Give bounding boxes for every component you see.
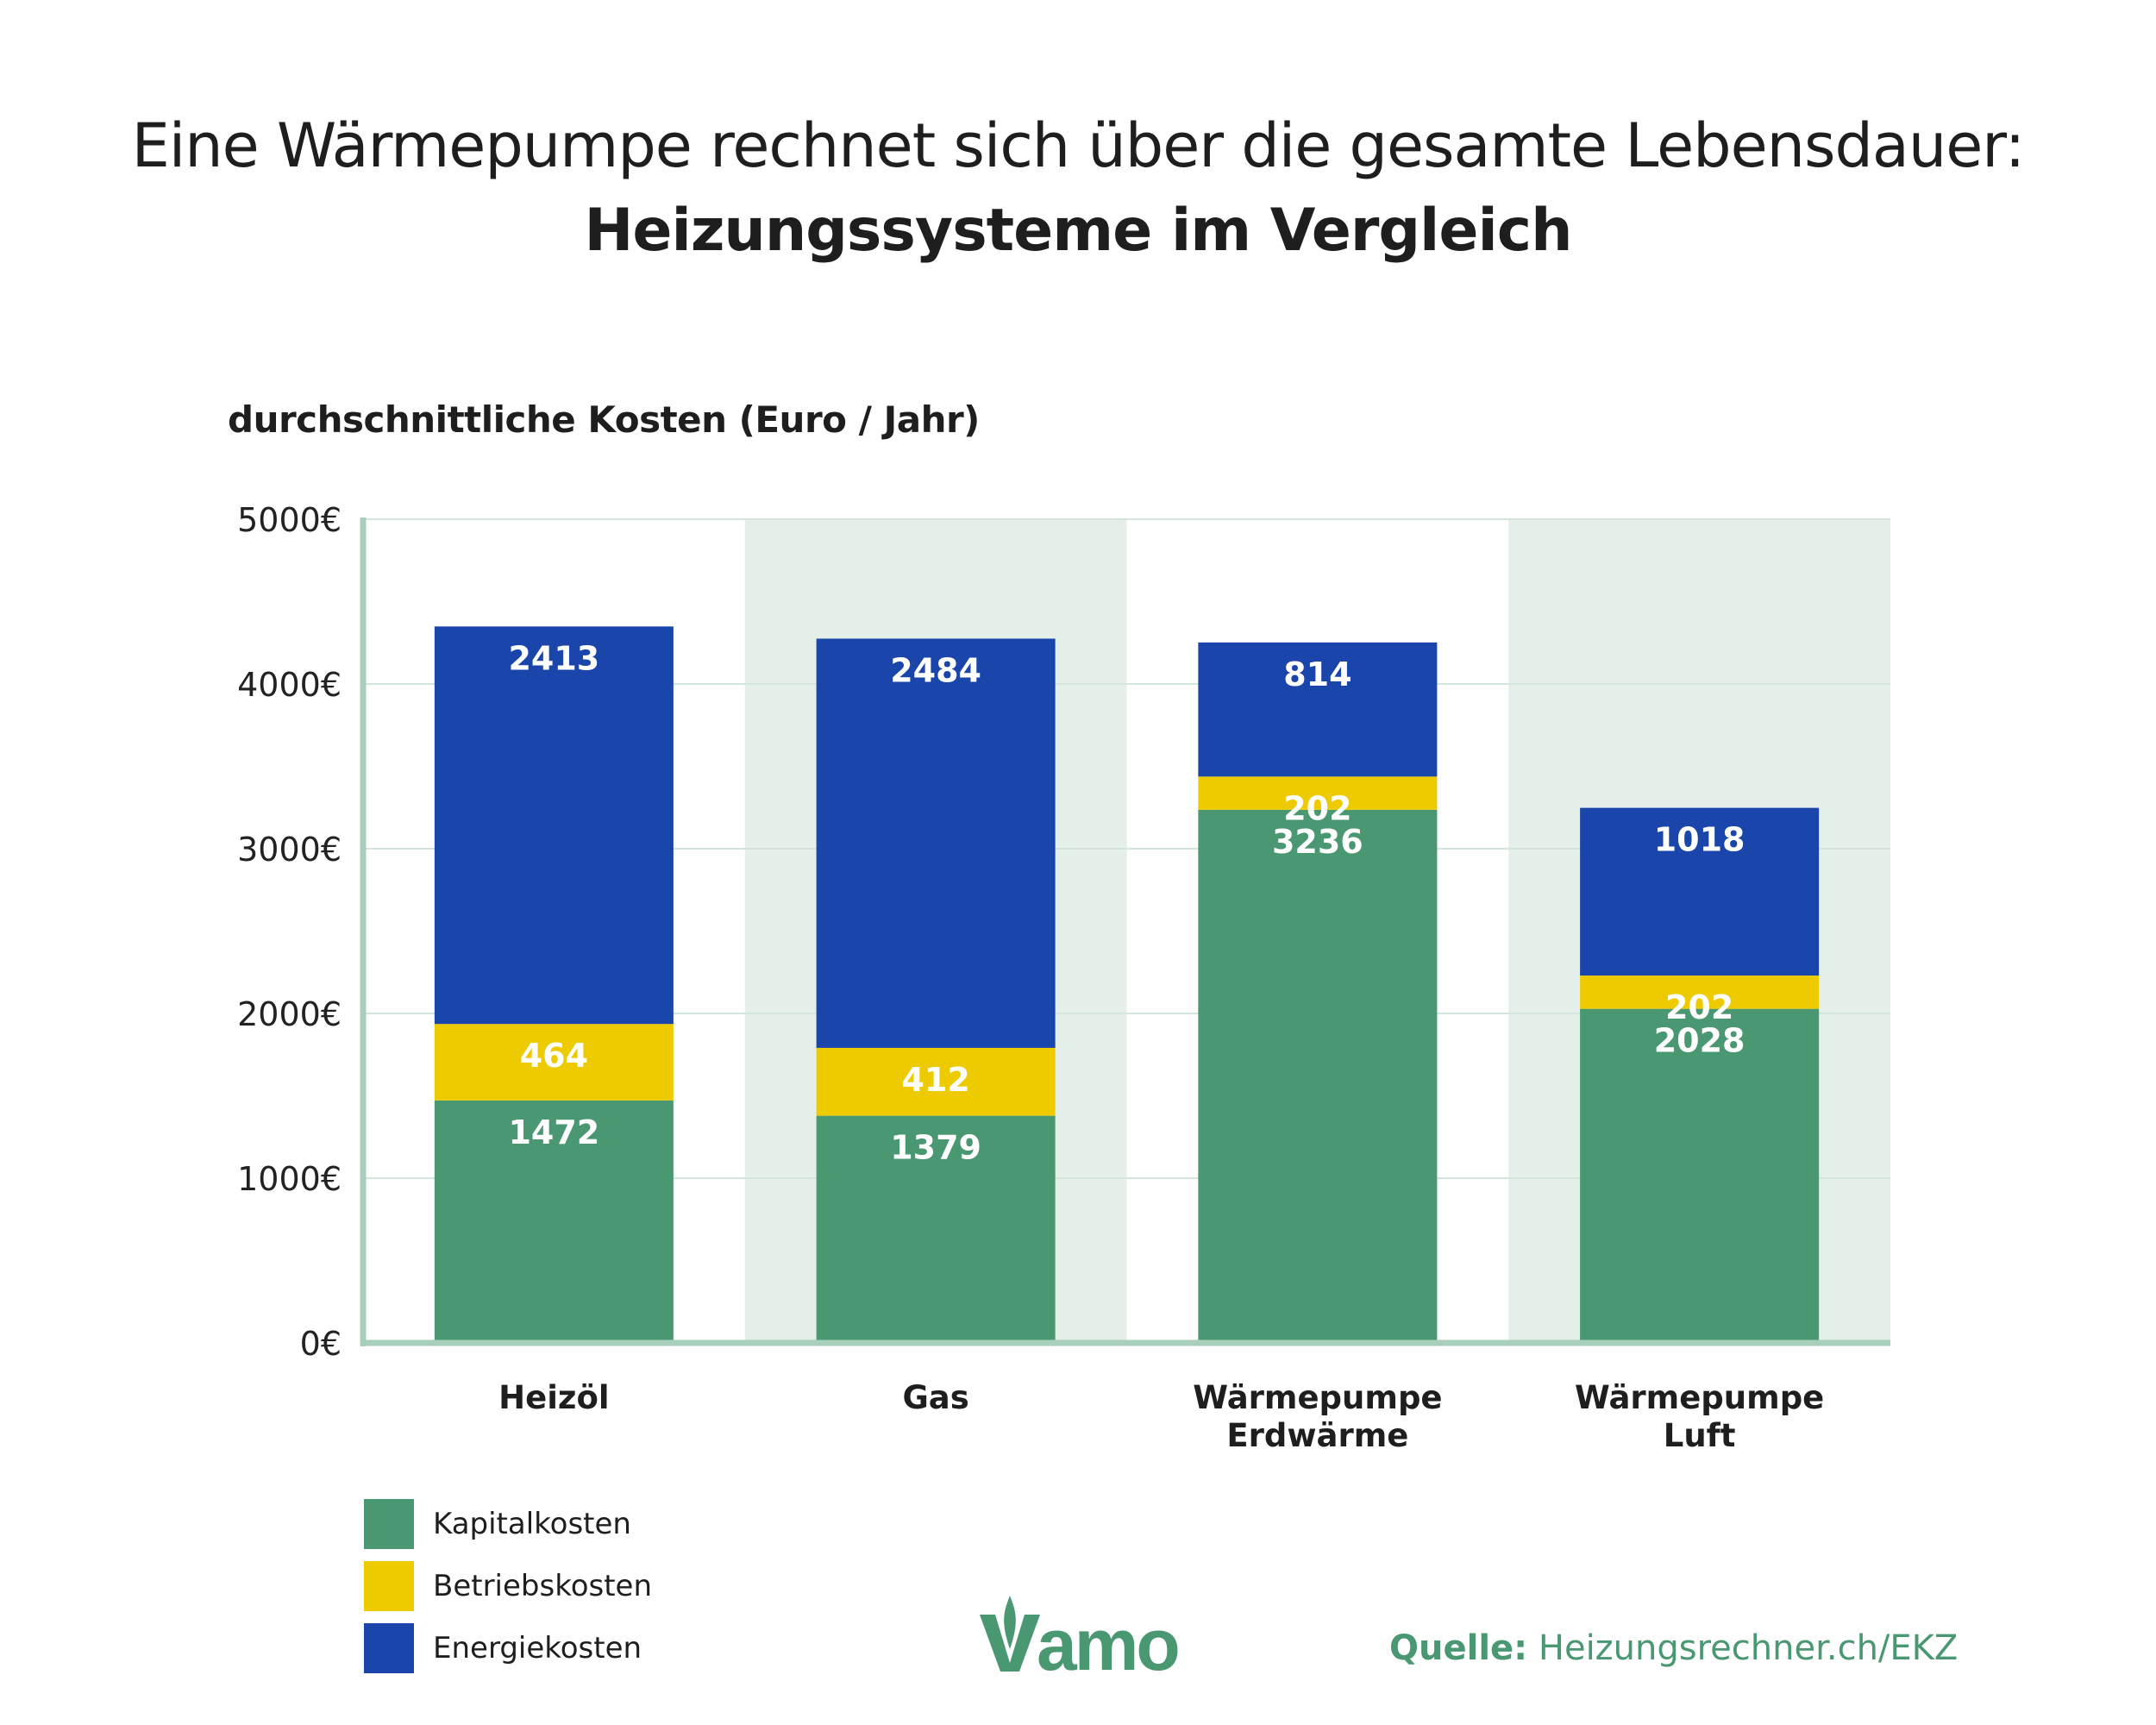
y-tick-label: 1000€ <box>237 1160 342 1198</box>
legend-item-kapitalkosten: Kapitalkosten <box>364 1499 652 1549</box>
data-label: 464 <box>520 1037 588 1075</box>
x-category-label: Gas <box>902 1379 968 1416</box>
y-tick-label: 3000€ <box>237 831 342 869</box>
data-label: 202 <box>1283 789 1351 827</box>
data-label: 2028 <box>1654 1022 1745 1060</box>
legend-swatch <box>364 1499 414 1549</box>
x-category-label: Erdwärme <box>1226 1417 1408 1454</box>
legend-label: Energiekosten <box>433 1631 642 1665</box>
x-category-label: Wärmepumpe <box>1575 1379 1824 1416</box>
source-note: Quelle: Heizungsrechner.ch/EKZ <box>1389 1628 1958 1668</box>
x-category-label: Wärmepumpe <box>1193 1379 1442 1416</box>
data-label: 202 <box>1665 988 1733 1026</box>
legend-swatch <box>364 1561 414 1611</box>
y-tick-label: 5000€ <box>237 501 342 539</box>
bar-segment-energiekosten <box>1580 807 1820 976</box>
legend-item-energiekosten: Energiekosten <box>364 1623 652 1673</box>
bar-segment-kapitalkosten <box>1198 809 1438 1343</box>
svg-text:amo: amo <box>1037 1604 1178 1673</box>
vamo-logo: amo <box>980 1596 1264 1685</box>
chart-title-line2: Heizungssysteme im Vergleich <box>584 197 1573 265</box>
bar-segment-kapitalkosten <box>434 1100 674 1343</box>
y-axis-label: durchschnittliche Kosten (Euro / Jahr) <box>228 398 980 441</box>
data-label: 3236 <box>1272 823 1363 861</box>
bar-segment-betriebskosten <box>1580 975 1820 1009</box>
chart-title-line1: Eine Wärmepumpe rechnet sich über die ge… <box>131 110 2026 181</box>
legend-label: Kapitalkosten <box>433 1507 631 1541</box>
bar-segment-kapitalkosten <box>816 1115 1056 1343</box>
source-label: Quelle: <box>1389 1628 1528 1668</box>
data-label: 814 <box>1283 656 1351 693</box>
legend-label: Betriebskosten <box>433 1569 653 1603</box>
bar-segment-energiekosten <box>1198 642 1438 777</box>
data-label: 1472 <box>508 1113 599 1151</box>
x-category-label: Luft <box>1664 1417 1736 1454</box>
bar-segment-kapitalkosten <box>1580 1008 1820 1343</box>
x-category-label: Heizöl <box>498 1379 609 1416</box>
y-tick-label: 2000€ <box>237 995 342 1033</box>
data-label: 1379 <box>890 1129 981 1167</box>
data-label: 1018 <box>1654 821 1745 859</box>
bar-segment-betriebskosten <box>1198 776 1438 810</box>
bar-segment-energiekosten <box>816 638 1056 1048</box>
source-text: Heizungsrechner.ch/EKZ <box>1538 1628 1959 1668</box>
bar-segment-betriebskosten <box>816 1047 1056 1116</box>
y-tick-label: 4000€ <box>237 666 342 704</box>
data-label: 2484 <box>890 651 981 689</box>
legend-swatch <box>364 1623 414 1673</box>
legend: Kapitalkosten Betriebskosten Energiekost… <box>364 1499 652 1685</box>
data-label: 412 <box>901 1061 969 1099</box>
bar-segment-betriebskosten <box>434 1024 674 1101</box>
y-tick-label: 0€ <box>300 1325 342 1363</box>
bar-segment-energiekosten <box>434 626 674 1025</box>
legend-item-betriebskosten: Betriebskosten <box>364 1561 652 1611</box>
data-label: 2413 <box>508 639 599 677</box>
